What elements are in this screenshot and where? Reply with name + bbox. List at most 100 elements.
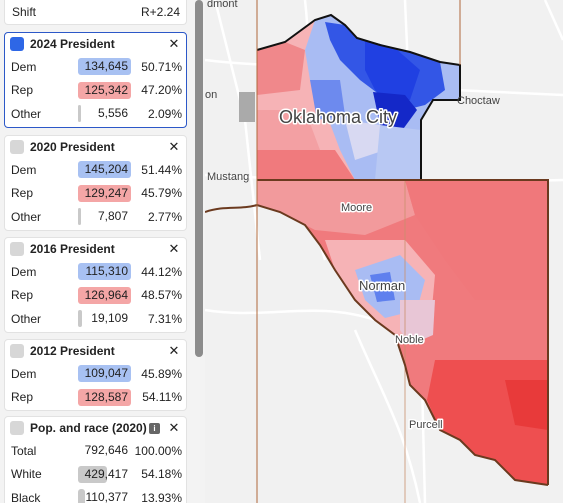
result-row: Rep 125,342 47.20% [5,79,186,103]
row-label: Dem [11,162,37,177]
vote-count: 134,645 [78,58,131,76]
row-label: Other [11,106,42,121]
gray-area [239,92,255,122]
cleveland-county-precincts [257,180,548,503]
result-card: 2024 President ✕ Dem 134,645 50.71% Rep 125,34… [4,32,187,128]
row-label: Black [11,490,41,503]
result-row: Total 792,646 100.00% [5,439,186,463]
row-label: Rep [11,186,34,201]
result-card: 2012 President ✕ Dem 109,047 45.89% Rep 128,58… [4,339,187,411]
vote-percent: 48.57% [141,288,182,303]
vote-count: 7,807 [78,208,131,226]
vote-count: 792,646 [84,443,128,458]
result-row: Rep 129,247 45.79% [5,182,186,206]
result-card: 2016 President ✕ Dem 115,310 44.12% Rep 126,96… [4,237,187,333]
card-header: 2016 President ✕ [5,238,186,260]
layer-checkbox[interactable] [10,421,24,435]
card-title: 2016 President [30,242,115,256]
vote-percent: 45.79% [141,186,182,201]
share-bar [78,161,131,179]
share-bar [78,388,131,406]
share-bar [78,489,85,503]
vote-percent: 50.71% [141,59,182,74]
card-header: Pop. and race (2020) i ✕ [5,417,186,439]
shift-value: R+2.24 [140,5,180,19]
row-label: Other [11,209,42,224]
info-icon[interactable]: i [149,422,160,434]
share-bar [78,263,131,281]
vote-percent: 47.20% [141,83,182,98]
shift-label: Shift [12,5,37,19]
row-label: Dem [11,366,37,381]
place-label-edmond: dmont [207,0,238,10]
layer-checkbox[interactable] [10,140,24,154]
close-icon[interactable]: ✕ [168,241,180,256]
result-row: Dem 109,047 45.89% [5,362,186,386]
result-row: Other 5,556 2.09% [5,102,186,126]
share-bar [78,105,81,123]
vote-count: 110,377 [78,489,131,503]
card-title: 2020 President [30,140,115,154]
result-row: Dem 115,310 44.12% [5,260,186,284]
share-bar [78,365,131,383]
result-card: 2020 President ✕ Dem 145,204 51.44% Rep 129,24… [4,135,187,231]
vote-percent: 13.93% [141,490,182,503]
vote-count: 129,247 [78,184,131,202]
result-row: White 429,417 54.18% [5,463,186,487]
place-label-purcell: Purcell [409,419,443,431]
result-row: Other 7,807 2.77% [5,205,186,229]
close-icon[interactable]: ✕ [168,420,180,435]
vote-count: 429,417 [78,465,131,483]
place-label-choctaw: Choctaw [457,95,500,107]
result-row: Dem 145,204 51.44% [5,158,186,182]
vote-count: 19,109 [78,310,131,328]
vote-percent: 2.77% [147,209,182,224]
layer-checkbox[interactable] [10,242,24,256]
county-boundary [257,179,549,485]
place-label-moore: Moore [341,202,372,214]
vote-percent: 45.89% [141,366,182,381]
vote-count: 115,310 [78,263,131,281]
result-row: Rep 126,964 48.57% [5,284,186,308]
place-label-yukon: on [205,89,217,101]
vote-percent: 100.00% [134,443,182,458]
county-outline [256,13,461,180]
close-icon[interactable]: ✕ [168,36,180,51]
vote-percent: 44.12% [141,264,182,279]
place-label-oklahoma-city: Oklahoma City [279,107,397,127]
share-bar [78,310,82,328]
close-icon[interactable]: ✕ [168,343,180,358]
sidebar-scrollbar[interactable] [193,0,205,503]
row-label: Rep [11,390,34,405]
row-label: Rep [11,288,34,303]
place-label-mustang: Mustang [207,171,249,183]
row-label: White [11,467,42,482]
result-card: Pop. and race (2020) i ✕ Total 792,646 100.00… [4,416,187,503]
precinct-map[interactable]: dmont on Oklahoma City Choctaw Mustang M… [205,0,563,503]
result-row: Rep 128,587 54.11% [5,386,186,410]
vote-count: 109,047 [78,365,131,383]
vote-percent: 51.44% [141,162,182,177]
result-row: Black 110,377 13.93% [5,486,186,503]
share-bar [78,184,131,202]
card-header: 2012 President ✕ [5,340,186,362]
canadian-river [205,203,549,486]
row-label: Dem [11,59,37,74]
vote-count: 145,204 [78,161,131,179]
card-title: 2012 President [30,344,115,358]
results-sidebar: Shift R+2.24 2024 President ✕ Dem 134,645 50… [0,0,192,503]
scrollbar-thumb[interactable] [195,0,203,357]
card-header: 2024 President ✕ [5,33,186,55]
shift-row: Shift R+2.24 [4,0,187,25]
share-bar [78,208,81,226]
vote-percent: 54.11% [142,390,182,405]
close-icon[interactable]: ✕ [168,139,180,154]
vote-percent: 7.31% [147,311,182,326]
vote-percent: 2.09% [147,106,182,121]
layer-checkbox[interactable] [10,37,24,51]
share-bar [78,81,131,99]
layer-checkbox[interactable] [10,344,24,358]
vote-count: 126,964 [78,286,131,304]
vote-count: 5,556 [78,105,131,123]
share-bar [78,465,107,483]
